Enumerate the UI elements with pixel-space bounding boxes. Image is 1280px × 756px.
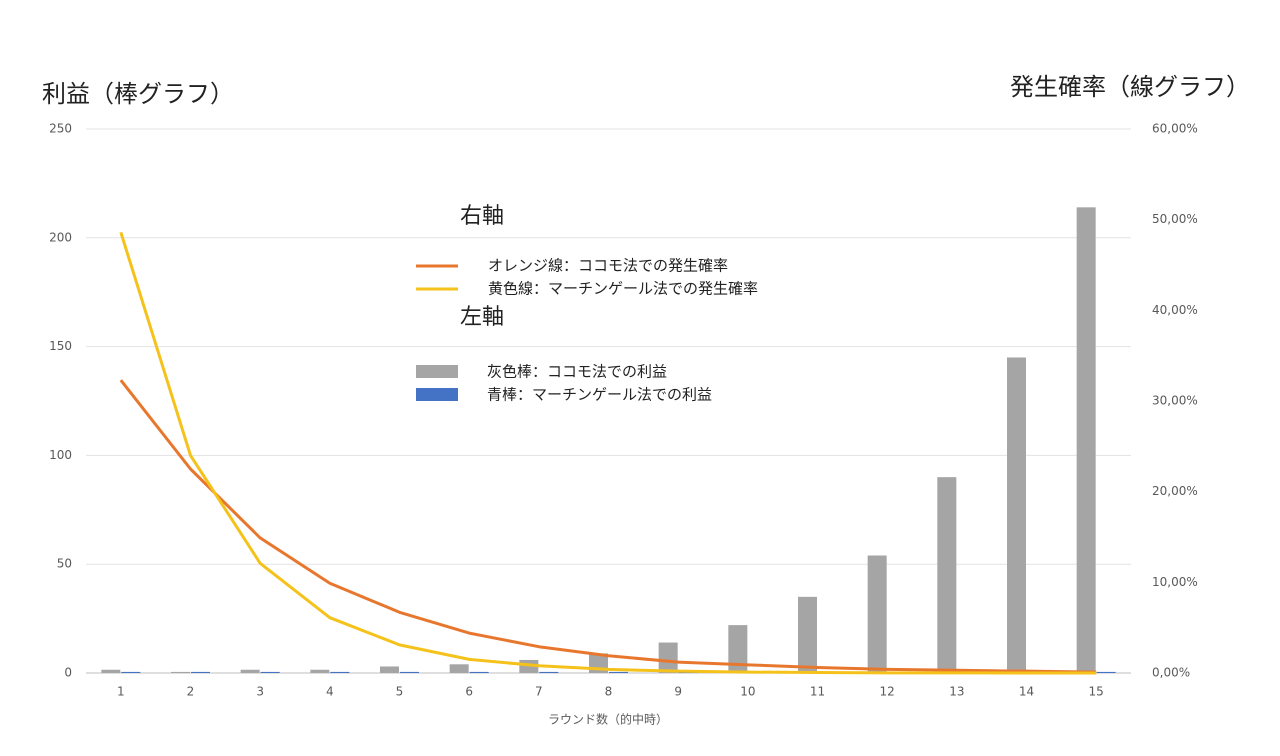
legend-label: オレンジ線：ココモ法での発生確率 (488, 257, 728, 275)
y-tick-label: 150 (49, 339, 72, 353)
bar (469, 671, 489, 673)
bar (260, 671, 280, 673)
y2-tick-label: 10,00% (1152, 575, 1198, 589)
bar (380, 666, 399, 673)
y-tick-label: 100 (49, 448, 72, 462)
x-tick-label: 13 (949, 685, 964, 699)
bar (191, 671, 210, 673)
legend-label: 黄色線：マーチンゲール法での発生確率 (488, 280, 758, 298)
chart-title: 利益（棒グラフ） (42, 80, 234, 108)
y2-tick-label: 40,00% (1152, 303, 1198, 317)
x-tick-label: 6 (465, 685, 473, 699)
bar (798, 596, 817, 673)
y2-tick-label: 30,00% (1152, 394, 1198, 408)
y2-tick-label: 0,00% (1152, 666, 1190, 680)
legend-swatch (416, 388, 458, 401)
bar (539, 671, 559, 673)
bar (171, 671, 190, 673)
x-tick-label: 14 (1019, 685, 1034, 699)
x-tick-label: 15 (1089, 685, 1104, 699)
y2-tick-label: 50,00% (1152, 212, 1198, 226)
legend-heading: 右軸 (460, 204, 504, 229)
y2-tick-label: 60,00% (1152, 122, 1198, 136)
legend-label: 青棒：マーチンゲール法での利益 (487, 386, 712, 404)
bar (867, 555, 887, 673)
x-tick-label: 10 (740, 685, 755, 699)
x-tick-label: 2 (187, 685, 195, 699)
bar (937, 477, 957, 673)
bar (400, 671, 419, 673)
bar (121, 671, 141, 673)
line (119, 231, 1097, 675)
x-tick-label: 4 (326, 685, 334, 699)
y2-title: 発生確率（線グラフ） (1010, 73, 1250, 101)
bar (1096, 671, 1116, 673)
bar (449, 664, 469, 673)
bar (1076, 207, 1096, 673)
legend-heading: 左軸 (460, 305, 504, 330)
x-axis-label: ラウンド数（的中時） (548, 712, 668, 727)
x-tick-label: 5 (396, 685, 404, 699)
legend-swatch (416, 365, 458, 378)
bar (310, 669, 330, 673)
x-tick-label: 12 (880, 685, 895, 699)
y-tick-label: 200 (49, 230, 72, 244)
bar (1007, 357, 1026, 673)
y-tick-label: 50 (57, 557, 72, 571)
x-tick-label: 3 (256, 685, 264, 699)
bar (101, 669, 121, 673)
legend-label: 灰色棒：ココモ法での利益 (487, 363, 667, 381)
x-tick-label: 11 (810, 685, 825, 699)
x-tick-label: 7 (535, 685, 543, 699)
x-tick-label: 8 (605, 685, 613, 699)
x-tick-label: 9 (674, 685, 682, 699)
bar (240, 669, 260, 673)
bar (609, 671, 628, 673)
y-tick-label: 250 (49, 122, 72, 136)
y-tick-label: 0 (64, 666, 72, 680)
bar (330, 671, 350, 673)
bar (728, 625, 748, 673)
x-tick-label: 1 (117, 685, 125, 699)
y2-tick-label: 20,00% (1152, 484, 1198, 498)
line (119, 379, 1097, 674)
bar (658, 642, 678, 673)
